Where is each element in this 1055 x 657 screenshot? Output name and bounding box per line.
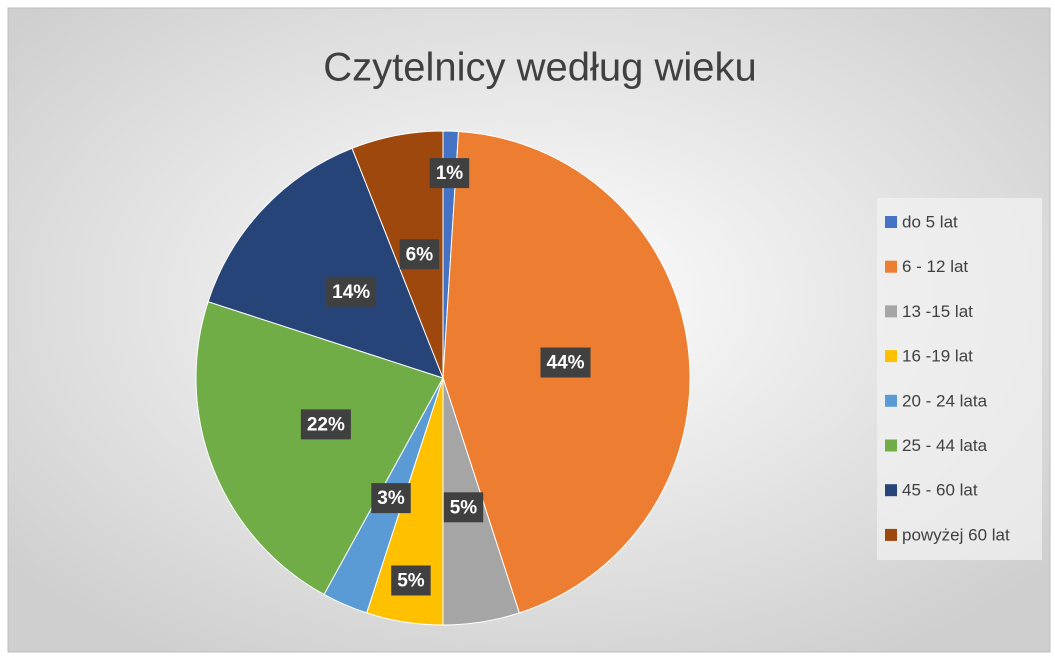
legend-label: powyżej 60 lat (902, 525, 1010, 544)
data-label-box (300, 409, 351, 440)
data-label: 22% (307, 414, 345, 435)
legend-swatch (885, 260, 897, 273)
data-label-box (443, 492, 484, 523)
data-label: 14% (332, 282, 370, 303)
legend-swatch (885, 528, 897, 541)
data-label-box (326, 276, 377, 307)
legend-label: 6 - 12 lat (902, 257, 968, 276)
chart-title: Czytelnicy według wieku (323, 46, 757, 90)
data-label: 1% (436, 163, 464, 184)
pie-slice (207, 147, 444, 379)
data-label-box (391, 565, 431, 596)
data-label: 5% (397, 571, 425, 592)
data-label-box (429, 158, 470, 189)
data-label-box (540, 347, 591, 378)
legend-swatch (885, 439, 897, 452)
legend-swatch (885, 394, 897, 407)
legend-swatch (885, 484, 897, 497)
legend-label: do 5 lat (902, 212, 958, 231)
legend-swatch (885, 216, 897, 228)
legend-label: 16 -19 lat (902, 347, 973, 366)
legend-label: 25 - 44 lata (902, 436, 988, 455)
pie-slice (195, 301, 444, 596)
legend-swatch (885, 305, 897, 318)
data-label: 44% (547, 353, 585, 374)
data-label-box (399, 239, 440, 270)
legend-label: 20 - 24 lata (902, 391, 988, 410)
data-label: 3% (377, 488, 405, 509)
data-label: 6% (406, 244, 434, 265)
legend-label: 45 - 60 lat (902, 481, 978, 500)
data-label-box (371, 483, 411, 514)
legend-swatch (885, 350, 897, 363)
legend-label: 13 -15 lat (902, 302, 973, 321)
legend-box (877, 198, 1042, 560)
pie-slice (351, 130, 444, 379)
data-label: 5% (450, 497, 478, 518)
